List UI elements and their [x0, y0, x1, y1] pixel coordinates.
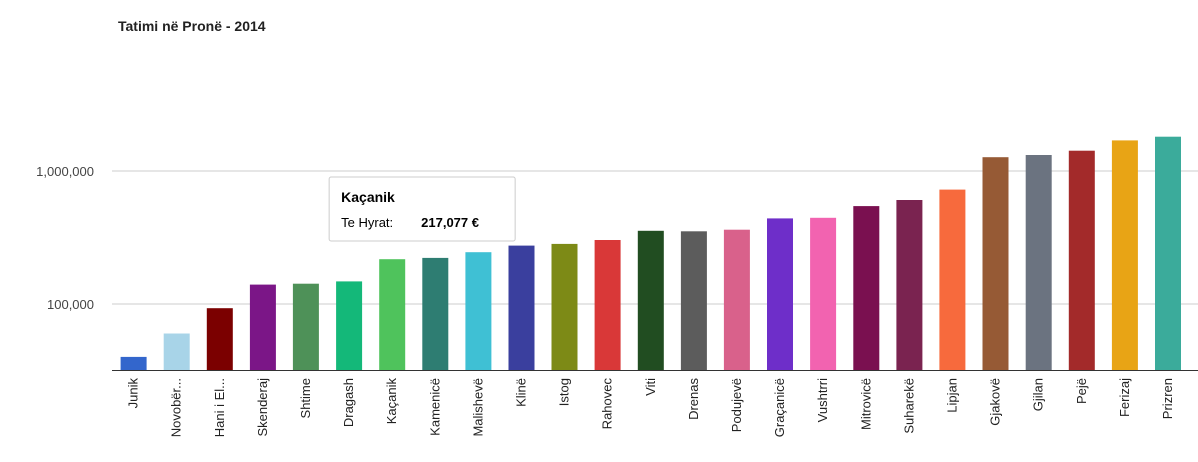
x-tick-label: Junik: [126, 378, 141, 409]
bar-21[interactable]: [1025, 155, 1052, 370]
bar-1[interactable]: [163, 333, 190, 371]
tooltip-value: 217,077 €: [421, 215, 479, 230]
bar-11[interactable]: [594, 240, 621, 370]
x-tick-label: Drenas: [686, 378, 701, 420]
tooltip-category: Kaçanik: [341, 189, 395, 205]
y-tick-label: 1,000,000: [36, 164, 94, 179]
bar-23[interactable]: [1111, 140, 1138, 370]
bars[interactable]: [120, 115, 1198, 371]
x-tick-label: Klinë: [513, 378, 528, 407]
x-tick-label: Prizren: [1160, 378, 1175, 419]
bar-16[interactable]: [810, 217, 837, 370]
bar-4[interactable]: [292, 283, 319, 370]
x-tick-label: Lipjan: [944, 378, 959, 413]
bar-0[interactable]: [120, 356, 147, 370]
y-axis-ticks: 100,000 1,000,000: [36, 164, 94, 312]
y-tick-label: 100,000: [47, 297, 94, 312]
x-tick-label: Novobër...: [169, 378, 184, 437]
x-tick-label: Shtime: [298, 378, 313, 418]
x-tick-label: Hani i El...: [212, 378, 227, 437]
x-tick-label: Viti: [643, 378, 658, 396]
x-tick-label: Istog: [557, 378, 572, 406]
x-tick-label: Kamenicë: [427, 378, 442, 436]
x-tick-label: Graçanicë: [772, 378, 787, 437]
x-tick-label: Podujevë: [729, 378, 744, 432]
x-tick-label: Dragash: [341, 378, 356, 427]
bar-14[interactable]: [723, 229, 750, 370]
bar-6[interactable]: [379, 259, 406, 370]
bar-7[interactable]: [422, 257, 449, 370]
bar-13[interactable]: [680, 231, 707, 370]
x-tick-label: Gjilan: [1031, 378, 1046, 411]
x-tick-label: Pejë: [1074, 378, 1089, 404]
chart-title: Tatimi në Pronë - 2014: [118, 18, 266, 34]
bar-17[interactable]: [853, 206, 880, 370]
bar-9[interactable]: [508, 245, 535, 370]
x-tick-label: Kaçanik: [384, 378, 399, 425]
bar-10[interactable]: [551, 243, 578, 370]
bar-12[interactable]: [637, 230, 664, 370]
bar-18[interactable]: [896, 200, 923, 370]
x-tick-label: Rahovec: [600, 378, 615, 430]
bar-24[interactable]: [1155, 136, 1181, 370]
bar-2[interactable]: [206, 308, 233, 370]
x-axis-ticks: Junik Novobër... Hani i El... Skenderaj Shti…: [126, 378, 1175, 438]
tooltip: Kaçanik Te Hyrat: 217,077 €: [328, 176, 516, 242]
bar-8[interactable]: [465, 252, 492, 370]
bar-3[interactable]: [249, 284, 276, 370]
tooltip-label: Te Hyrat:: [341, 215, 393, 230]
bar-5[interactable]: [336, 281, 363, 370]
x-tick-label: Ferizaj: [1117, 378, 1132, 417]
bar-22[interactable]: [1068, 150, 1095, 370]
x-tick-label: Suharekë: [901, 378, 916, 434]
bar-19[interactable]: [939, 189, 966, 370]
x-tick-label: Skenderaj: [255, 378, 270, 437]
bar-15[interactable]: [767, 218, 793, 370]
tooltip-box: [328, 176, 516, 242]
x-tick-label: Vushtrri: [815, 378, 830, 422]
bar-20[interactable]: [982, 157, 1009, 370]
x-tick-label: Malishevë: [470, 378, 485, 437]
x-tick-label: Gjakovë: [988, 378, 1003, 426]
x-tick-label: Mitrovicë: [858, 378, 873, 430]
